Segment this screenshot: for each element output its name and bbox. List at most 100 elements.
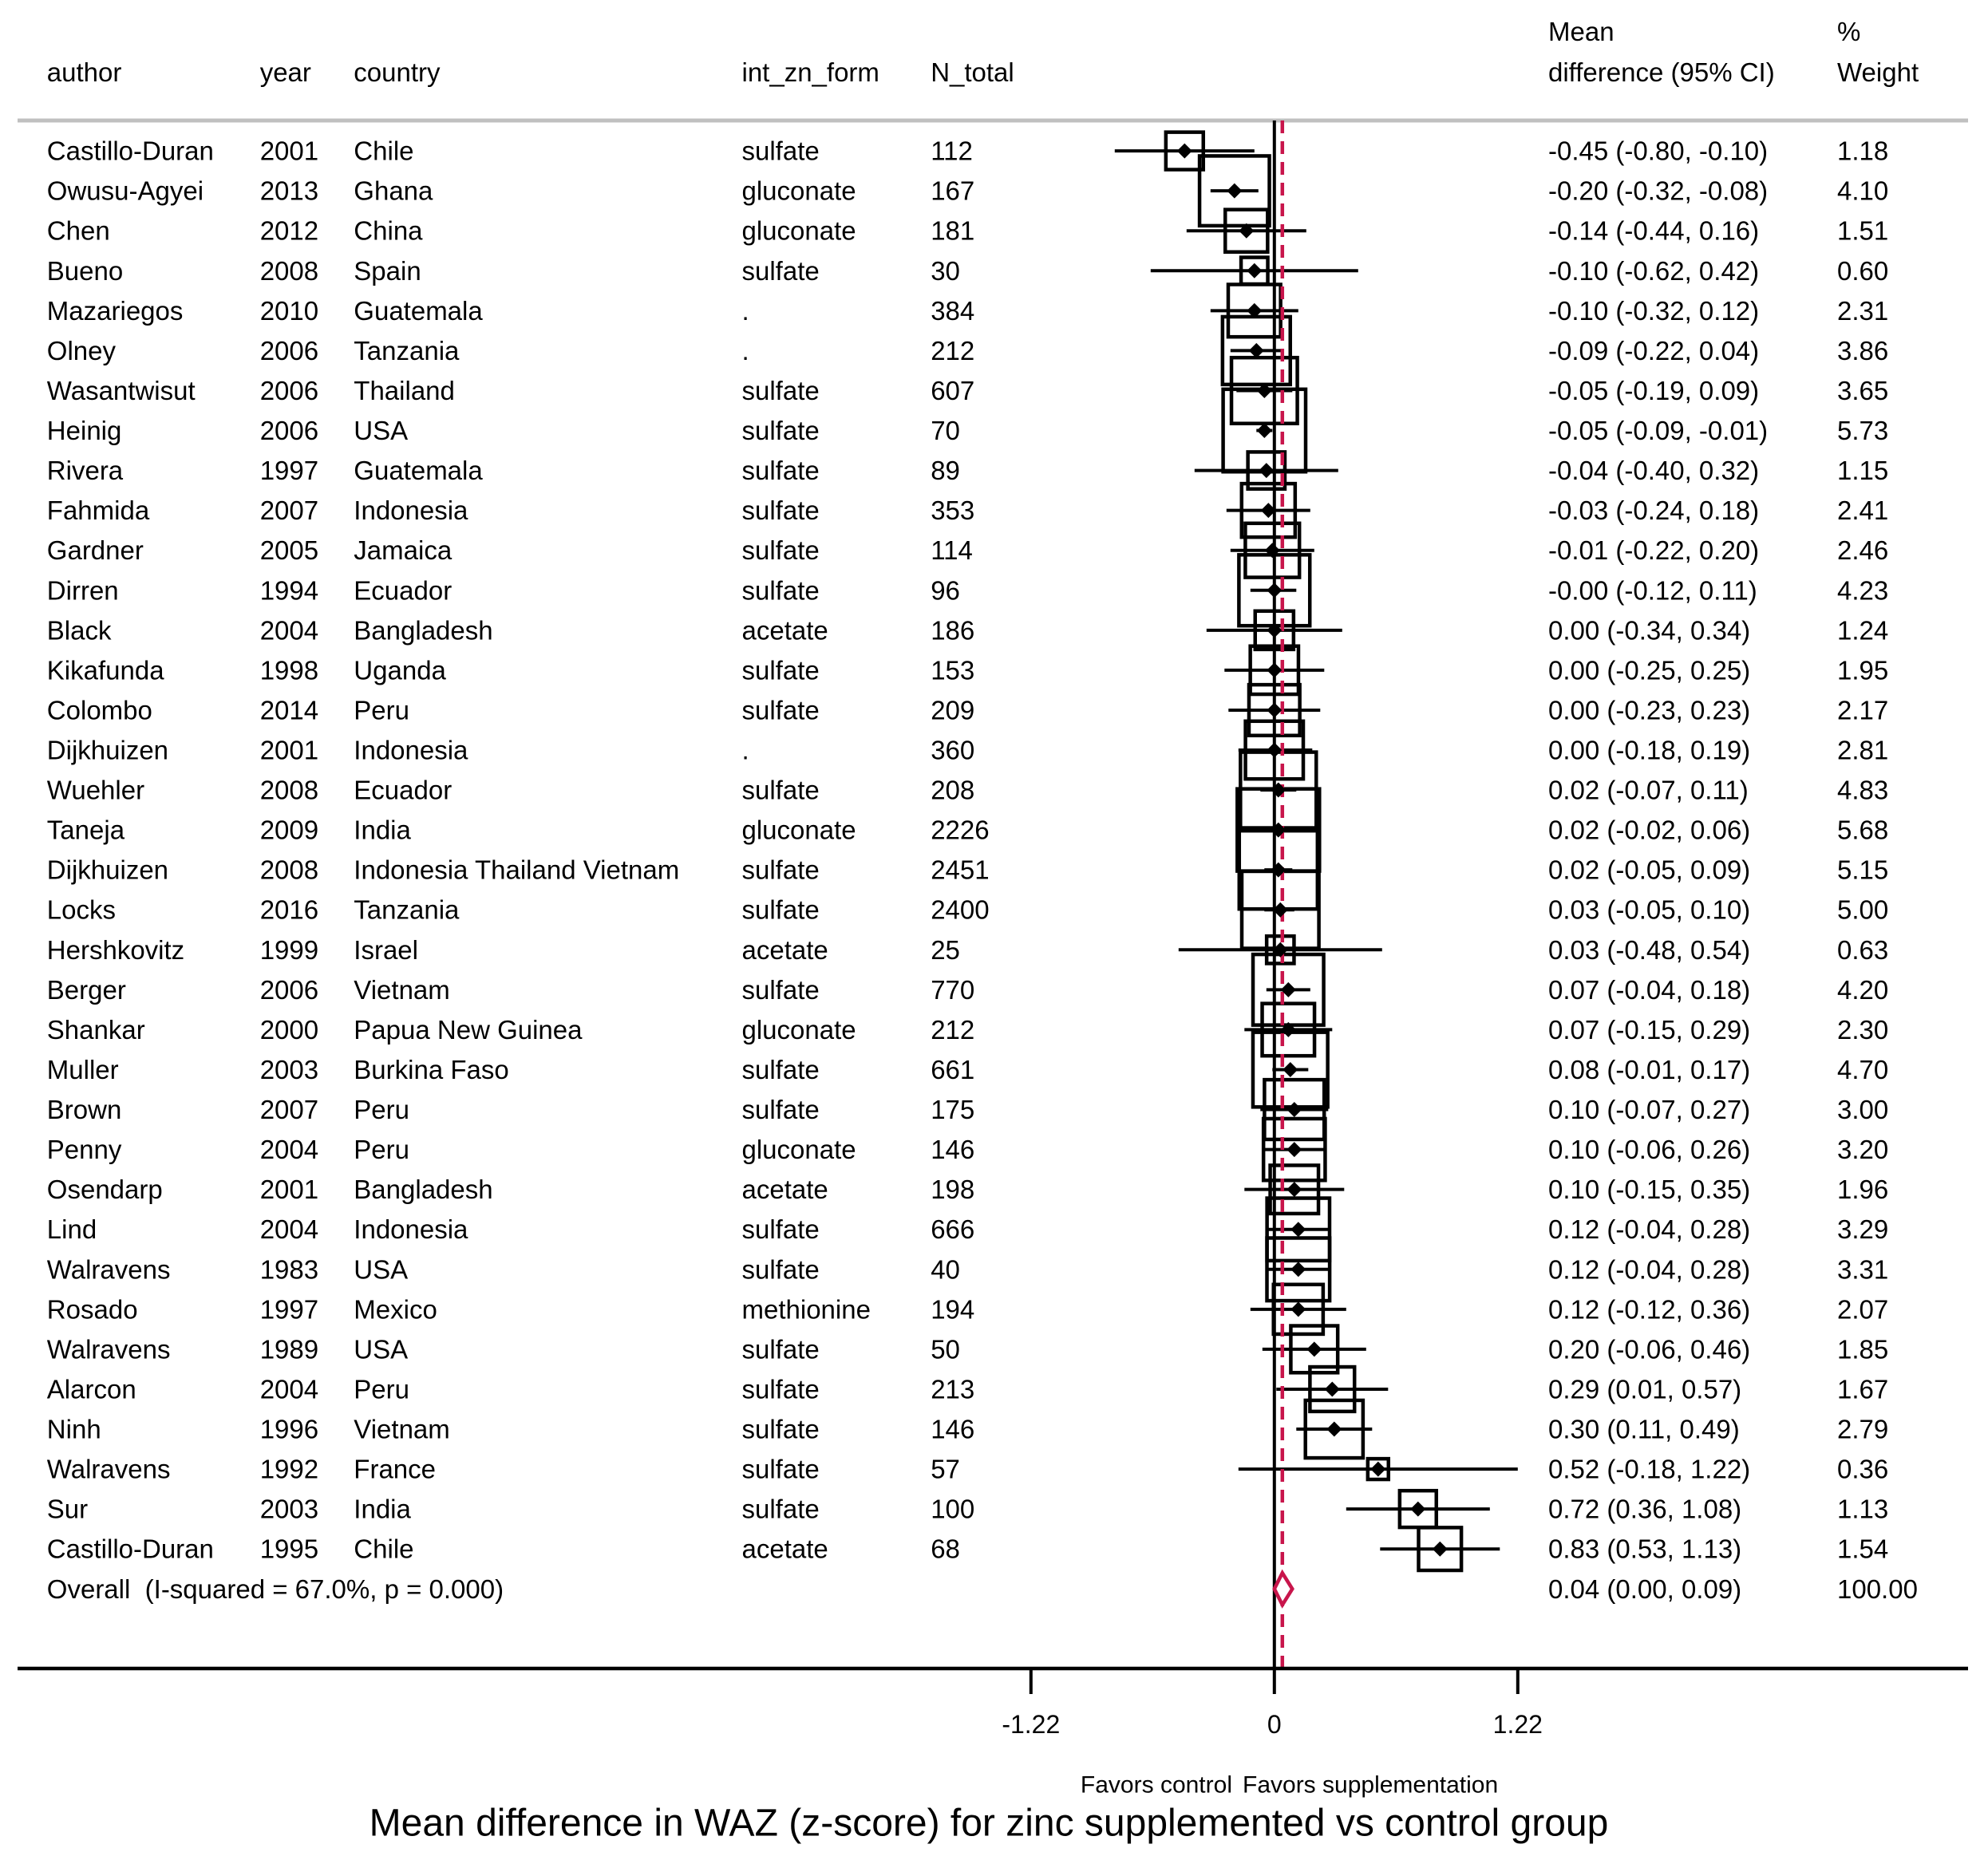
weight-cell: 5.15 <box>1837 855 1888 885</box>
year-cell: 1983 <box>260 1254 318 1284</box>
estimate-marker <box>1227 183 1243 199</box>
author-cell: Taneja <box>47 815 125 845</box>
country-cell: Chile <box>354 136 413 166</box>
estimate-marker <box>1324 1381 1340 1397</box>
country-cell: Papua New Guinea <box>354 1015 583 1045</box>
year-cell: 2001 <box>260 1175 318 1204</box>
header-weight-line2: Weight <box>1837 57 1919 87</box>
ci-cell: -0.10 (-0.62, 0.42) <box>1548 256 1759 286</box>
year-cell: 2006 <box>260 975 318 1005</box>
year-cell: 2008 <box>260 855 318 885</box>
weight-cell: 1.15 <box>1837 456 1888 485</box>
form-cell: sulfate <box>742 575 820 605</box>
ci-cell: 0.08 (-0.01, 0.17) <box>1548 1055 1750 1084</box>
ci-cell: -0.04 (-0.40, 0.32) <box>1548 456 1759 485</box>
header-mean-line2: difference (95% CI) <box>1548 57 1775 87</box>
country-cell: India <box>354 815 411 845</box>
ci-cell: 0.83 (0.53, 1.13) <box>1548 1534 1741 1564</box>
country-cell: Peru <box>354 1135 409 1164</box>
form-cell: sulfate <box>742 1095 820 1124</box>
author-cell: Walravens <box>47 1334 171 1364</box>
ci-cell: -0.00 (-0.12, 0.11) <box>1548 575 1757 605</box>
n-cell: 360 <box>931 736 974 765</box>
form-cell: sulfate <box>742 376 820 405</box>
header-year: year <box>260 57 311 87</box>
estimate-marker <box>1247 263 1263 278</box>
ci-cell: 0.00 (-0.25, 0.25) <box>1548 655 1750 685</box>
estimate-marker <box>1290 1301 1306 1317</box>
country-cell: Uganda <box>354 655 446 685</box>
n-cell: 68 <box>931 1534 960 1564</box>
year-cell: 2006 <box>260 416 318 445</box>
n-cell: 212 <box>931 1015 974 1045</box>
estimate-marker <box>1432 1541 1448 1557</box>
weight-cell: 4.70 <box>1837 1055 1888 1084</box>
n-cell: 153 <box>931 655 974 685</box>
year-cell: 2000 <box>260 1015 318 1045</box>
country-cell: Indonesia <box>354 496 468 525</box>
form-cell: acetate <box>742 1534 828 1564</box>
estimate-marker <box>1410 1501 1426 1517</box>
n-cell: 181 <box>931 216 974 246</box>
weight-cell: 3.00 <box>1837 1095 1888 1124</box>
author-cell: Mazariegos <box>47 296 184 326</box>
year-cell: 2007 <box>260 1095 318 1124</box>
estimate-marker <box>1267 662 1283 678</box>
author-cell: Black <box>47 615 112 645</box>
author-cell: Dijkhuizen <box>47 736 168 765</box>
country-cell: Jamaica <box>354 535 453 565</box>
country-cell: Israel <box>354 935 418 965</box>
country-cell: Ecuador <box>354 776 452 805</box>
n-cell: 167 <box>931 176 974 206</box>
form-cell: sulfate <box>742 496 820 525</box>
form-cell: gluconate <box>742 815 856 845</box>
ci-cell: 0.20 (-0.06, 0.46) <box>1548 1334 1750 1364</box>
ci-cell: 0.03 (-0.05, 0.10) <box>1548 895 1750 925</box>
weight-cell: 1.24 <box>1837 615 1888 645</box>
year-cell: 1999 <box>260 935 318 965</box>
n-cell: 209 <box>931 695 974 725</box>
n-cell: 2451 <box>931 855 989 885</box>
favors-control-label: Favors control <box>1081 1772 1232 1799</box>
n-cell: 100 <box>931 1495 974 1524</box>
form-cell: sulfate <box>742 1334 820 1364</box>
author-cell: Kikafunda <box>47 655 164 685</box>
year-cell: 2013 <box>260 176 318 206</box>
reference-lines <box>1272 120 1285 1668</box>
weight-cell: 0.36 <box>1837 1455 1888 1484</box>
estimate-marker <box>1286 1142 1302 1158</box>
form-cell: . <box>742 736 749 765</box>
country-cell: Ecuador <box>354 575 452 605</box>
n-cell: 50 <box>931 1334 960 1364</box>
estimate-marker <box>1256 423 1272 439</box>
estimate-marker <box>1267 702 1283 718</box>
ci-cell: 0.72 (0.36, 1.08) <box>1548 1495 1741 1524</box>
author-cell: Shankar <box>47 1015 145 1045</box>
country-cell: Burkina Faso <box>354 1055 508 1084</box>
n-cell: 25 <box>931 935 960 965</box>
form-cell: gluconate <box>742 1015 856 1045</box>
author-cell: Hershkovitz <box>47 935 184 965</box>
author-cell: Walravens <box>47 1254 171 1284</box>
year-cell: 2016 <box>260 895 318 925</box>
estimate-marker <box>1286 1182 1302 1198</box>
n-cell: 213 <box>931 1374 974 1404</box>
estimate-marker <box>1248 342 1264 358</box>
year-cell: 1998 <box>260 655 318 685</box>
weight-box <box>1197 154 1271 228</box>
author-cell: Rosado <box>47 1294 138 1324</box>
country-cell: Bangladesh <box>354 615 492 645</box>
form-cell: sulfate <box>742 1455 820 1484</box>
year-cell: 1992 <box>260 1455 318 1484</box>
weight-cell: 2.81 <box>1837 736 1888 765</box>
ci-cell: -0.10 (-0.32, 0.12) <box>1548 296 1759 326</box>
author-cell: Ninh <box>47 1415 101 1444</box>
weight-cell: 1.54 <box>1837 1534 1888 1564</box>
weight-cell: 3.65 <box>1837 376 1888 405</box>
weight-cell: 1.51 <box>1837 216 1888 246</box>
weight-cell: 2.17 <box>1837 695 1888 725</box>
estimate-marker <box>1260 503 1276 519</box>
author-cell: Owusu-Agyei <box>47 176 204 206</box>
form-cell: methionine <box>742 1294 871 1324</box>
